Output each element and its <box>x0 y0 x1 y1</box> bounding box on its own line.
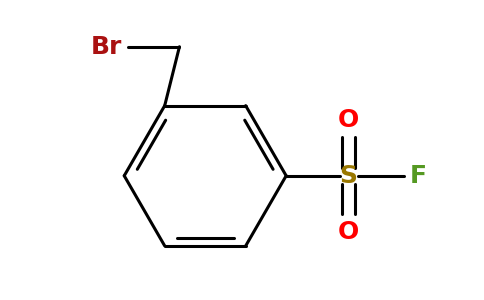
Text: S: S <box>340 164 358 188</box>
Text: O: O <box>338 108 359 132</box>
Text: O: O <box>338 220 359 244</box>
Text: F: F <box>409 164 426 188</box>
Text: Br: Br <box>91 35 122 59</box>
